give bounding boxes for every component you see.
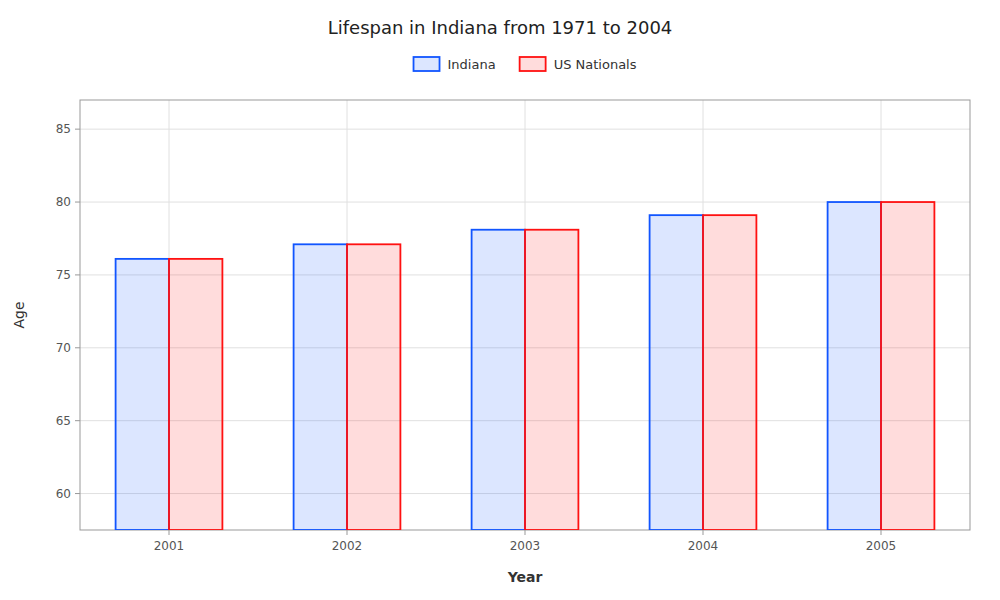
bar xyxy=(703,215,756,530)
bar xyxy=(347,244,400,530)
y-tick-label: 85 xyxy=(56,122,71,136)
bar xyxy=(294,244,347,530)
y-tick xyxy=(75,347,80,348)
y-tick-label: 80 xyxy=(56,195,71,209)
bar xyxy=(472,230,525,530)
y-tick-label: 70 xyxy=(56,341,71,355)
legend-label: Indiana xyxy=(448,57,496,72)
x-tick-label: 2002 xyxy=(332,539,363,553)
bar xyxy=(828,202,881,530)
bar xyxy=(169,259,222,530)
bars xyxy=(116,202,935,530)
y-tick xyxy=(75,274,80,275)
x-tick-label: 2001 xyxy=(154,539,185,553)
y-tick-label: 65 xyxy=(56,414,71,428)
legend-swatch xyxy=(520,57,546,71)
legend-swatch xyxy=(414,57,440,71)
x-axis-label: Year xyxy=(507,569,543,585)
title: Lifespan in Indiana from 1971 to 2004 xyxy=(328,17,673,38)
x-tick xyxy=(169,530,170,535)
legend: Indiana US Nationals xyxy=(414,57,637,72)
x-tick-label: 2004 xyxy=(688,539,719,553)
bar xyxy=(881,202,934,530)
y-tick-label: 75 xyxy=(56,268,71,282)
legend-item: Indiana xyxy=(414,57,496,72)
y-tick xyxy=(75,493,80,494)
y-tick-label: 60 xyxy=(56,487,71,501)
bar xyxy=(525,230,578,530)
axes: 60 65 70 75 80 85 2001 2002 2003 2004 2005 xyxy=(56,122,897,553)
chart-svg: 60 65 70 75 80 85 2001 2002 2003 2004 2005 Year Age L… xyxy=(0,0,1000,600)
x-tick xyxy=(881,530,882,535)
chart-container: 60 65 70 75 80 85 2001 2002 2003 2004 2005 Year Age L… xyxy=(0,0,1000,600)
y-tick xyxy=(75,202,80,203)
y-tick xyxy=(75,129,80,130)
grid xyxy=(80,100,970,530)
x-tick-label: 2005 xyxy=(866,539,897,553)
bar xyxy=(650,215,703,530)
x-tick xyxy=(347,530,348,535)
bar xyxy=(116,259,169,530)
x-tick xyxy=(703,530,704,535)
x-tick xyxy=(525,530,526,535)
y-axis-label: Age xyxy=(11,301,27,328)
x-tick-label: 2003 xyxy=(510,539,541,553)
page: {"chart_data": {"type": "bar", "title": … xyxy=(0,0,1000,600)
legend-label: US Nationals xyxy=(554,57,637,72)
plot-frame xyxy=(80,100,970,530)
y-tick xyxy=(75,420,80,421)
legend-item: US Nationals xyxy=(520,57,637,72)
